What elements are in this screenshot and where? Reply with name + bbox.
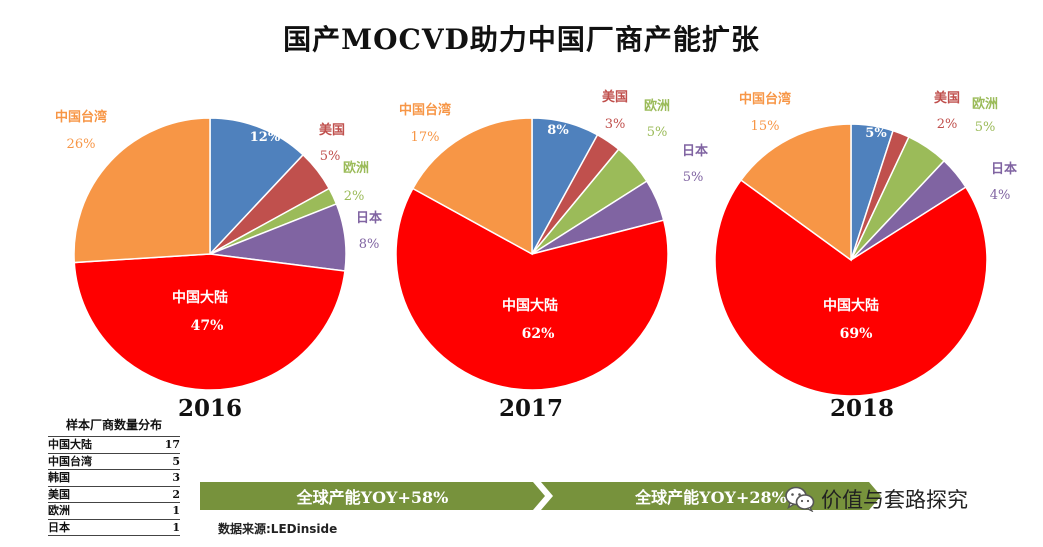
slice-label: 美国 — [934, 90, 960, 106]
chart-title: 国产MOCVD助力中国厂商产能扩张 — [283, 23, 760, 56]
slice-value-label: 15% — [751, 119, 780, 134]
slice-label: 日本 — [991, 161, 1017, 177]
slice-value-label: 26% — [67, 137, 96, 152]
slice-label: 日本 — [356, 210, 382, 226]
slice-value-label: 3% — [605, 117, 626, 132]
slice-label: 韩国 — [863, 96, 889, 112]
slice-value-label: 5% — [865, 126, 887, 141]
row-count: 5 — [172, 454, 180, 468]
slice-label: 韩国 — [545, 92, 571, 108]
row-count: 3 — [172, 471, 180, 484]
row-name: 中国大陆 — [48, 438, 92, 451]
table-row: 中国大陆 17 — [48, 437, 180, 454]
table-row: 欧洲 1 — [48, 503, 180, 520]
pie-slice — [411, 117, 533, 256]
pie-slice — [714, 179, 988, 397]
slice-value-label: 47% — [191, 318, 224, 334]
data-source: 数据来源:LEDinside — [218, 522, 338, 536]
pie-slice — [209, 117, 305, 256]
slice-value-label: 2% — [344, 189, 365, 204]
slice-label: 中国台湾 — [739, 91, 791, 107]
slice-label: 欧洲 — [644, 98, 670, 114]
row-count: 1 — [172, 520, 180, 534]
row-name: 韩国 — [48, 471, 70, 484]
year-label-2018: 2018 — [829, 395, 894, 422]
watermark-text: 价值与套路探究 — [821, 488, 968, 512]
sample-table-title: 样本厂商数量分布 — [48, 416, 180, 437]
slice-label: 韩国 — [252, 99, 278, 115]
row-name: 美国 — [48, 487, 70, 501]
row-count: 1 — [172, 504, 180, 517]
slice-value-label: 8% — [359, 237, 380, 252]
watermark: 价值与套路探究 — [785, 484, 968, 514]
pie-slice — [395, 187, 669, 391]
slice-value-label: 5% — [975, 120, 996, 135]
slice-label: 中国大陆 — [502, 297, 558, 314]
table-row: 日本 1 — [48, 520, 180, 536]
slice-value-label: 17% — [411, 130, 440, 145]
slice-value-label: 69% — [840, 326, 873, 342]
slice-label: 中国台湾 — [399, 102, 451, 118]
wechat-icon — [785, 486, 815, 512]
row-name: 日本 — [48, 520, 70, 534]
sample-table: 样本厂商数量分布 中国大陆 17 中国台湾 5 韩国 3 美国 2 欧洲 1 日本 1 — [48, 416, 180, 536]
table-row: 中国台湾 5 — [48, 454, 180, 470]
slice-label: 欧洲 — [972, 96, 998, 112]
slice-label: 中国大陆 — [823, 297, 879, 314]
growth-arrow-2017: 全球产能YOY+58% — [200, 482, 545, 510]
year-label-2016: 2016 — [177, 395, 242, 422]
table-row: 美国 2 — [48, 487, 180, 503]
slice-label: 美国 — [319, 122, 345, 138]
slice-value-label: 4% — [990, 188, 1011, 203]
row-name: 中国台湾 — [48, 454, 92, 468]
row-name: 欧洲 — [48, 504, 70, 517]
slice-value-label: 8% — [547, 123, 569, 138]
slice-label: 中国大陆 — [172, 289, 228, 306]
slice-value-label: 5% — [683, 170, 704, 185]
slice-value-label: 5% — [647, 125, 668, 140]
slice-value-label: 12% — [250, 130, 281, 145]
year-label-2017: 2017 — [498, 395, 563, 422]
row-count: 17 — [164, 438, 180, 451]
pie-slice — [73, 253, 346, 391]
slice-label: 欧洲 — [343, 160, 369, 176]
slice-value-label: 5% — [320, 149, 341, 164]
table-row: 韩国 3 — [48, 470, 180, 487]
growth-arrow-2018: 全球产能YOY+28% — [541, 482, 881, 510]
pie-slice — [73, 117, 211, 264]
slice-value-label: 2% — [937, 117, 958, 132]
slice-label: 中国台湾 — [55, 109, 107, 125]
pie-slice — [739, 123, 852, 262]
slice-label: 日本 — [682, 143, 708, 159]
row-count: 2 — [172, 487, 180, 501]
slice-value-label: 62% — [522, 326, 555, 342]
slice-label: 美国 — [602, 89, 628, 105]
